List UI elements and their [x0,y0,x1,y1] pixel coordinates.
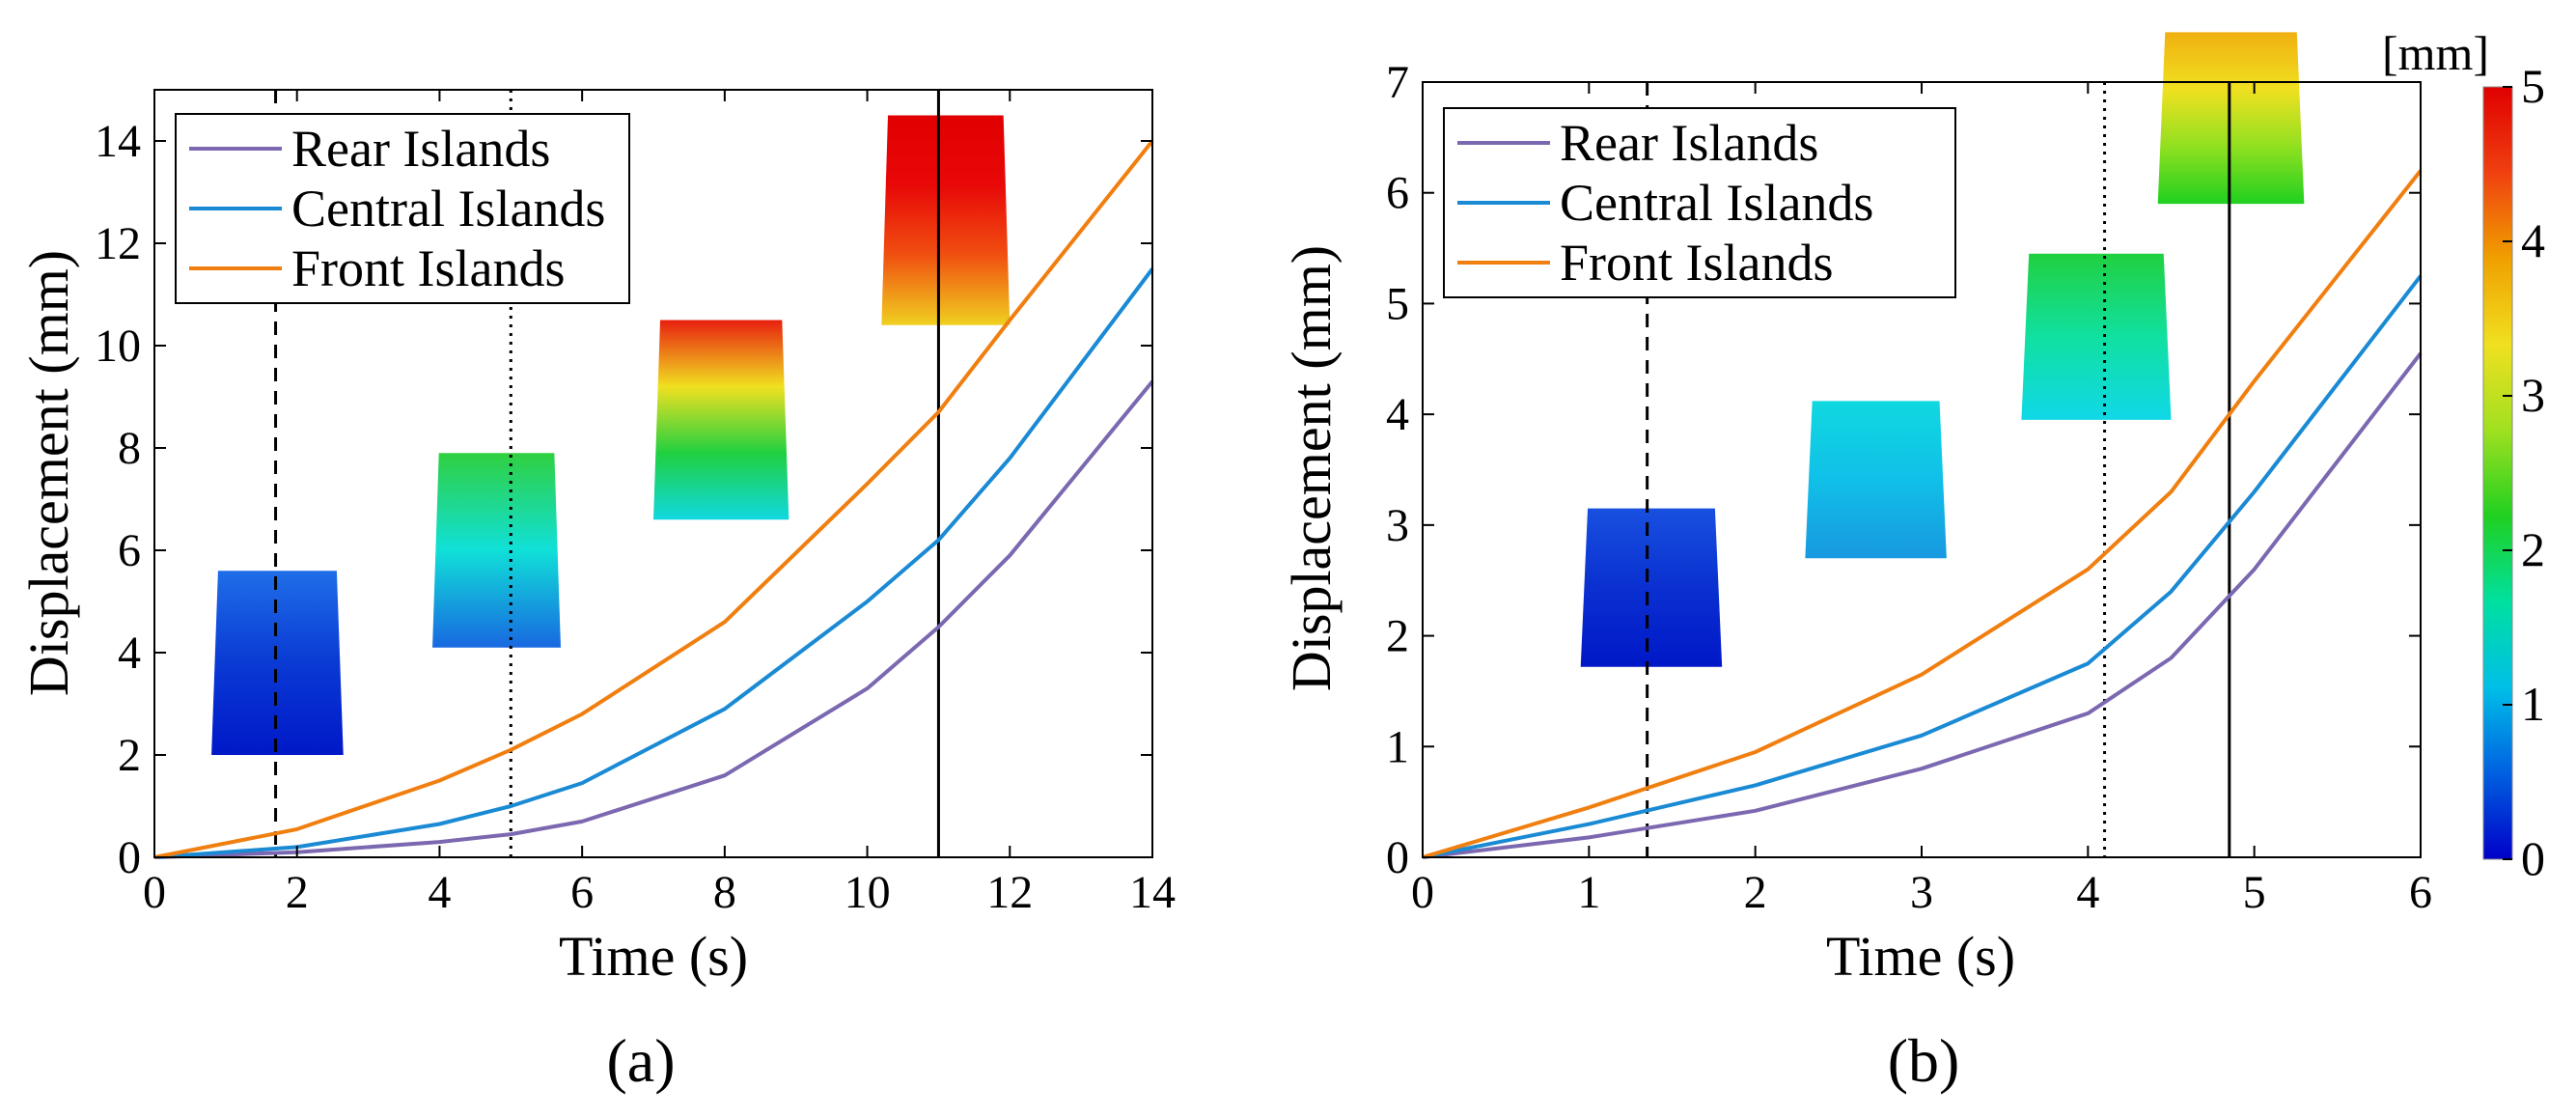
x-tick-label: 12 [986,867,1033,918]
y-tick-label: 4 [1386,389,1409,440]
legend-label: Front Islands [1560,234,1834,292]
x-tick-label: 8 [713,867,736,918]
panel-label-b: (b) [1888,1026,1960,1095]
deformation-map-inset [2021,253,2172,420]
y-tick-label: 6 [1386,168,1409,219]
y-tick-label: 1 [1386,721,1409,772]
y-tick-label: 3 [1386,500,1409,551]
y-axis-label-b: Displacement (mm) [1280,245,1343,691]
x-tick-label: 6 [2409,867,2432,918]
series-line-central-islands [153,267,1154,859]
y-tick-label: 10 [95,321,141,372]
legend-label: Central Islands [291,180,605,237]
x-tick-label: 4 [428,867,451,918]
colorbar-tick-label: 4 [2521,213,2545,267]
x-tick-label: 3 [1910,867,1933,918]
series-line-rear-islands [153,379,1154,859]
colorbar-tick-label: 5 [2521,59,2545,113]
legend-label: Front Islands [291,239,566,297]
x-tick-label: 4 [2076,867,2099,918]
x-axis-label-b: Time (s) [1826,925,2015,988]
x-tick-label: 6 [570,867,594,918]
x-tick-label: 2 [1744,867,1767,918]
x-tick-label: 14 [1129,867,1176,918]
y-tick-label: 2 [1386,611,1409,662]
colorbar-tick-label: 1 [2521,677,2545,731]
panel-a-chart: 0 2 4 6 8 10 12 14 0 2 4 6 8 10 12 14 Rear IslandsCentr… [17,89,1176,1095]
colorbar-unit: [mm] [2382,26,2489,80]
y-tick-label: 2 [118,730,141,781]
legend-label: Central Islands [1560,174,1873,232]
y-axis-label-a: Displacement (mm) [17,250,80,696]
deformation-map-inset [2157,32,2305,205]
series-line-front-islands [1422,169,2423,859]
x-tick-label: 0 [1411,867,1434,918]
deformation-map-inset [1805,401,1947,559]
y-tick-label: 6 [118,525,141,576]
y-tick-label: 12 [95,218,141,269]
y-tick-label: 0 [1386,832,1409,883]
deformation-map-inset [1580,508,1723,667]
y-tick-label: 0 [118,832,141,883]
legend-label: Rear Islands [1560,114,1818,172]
deformation-map-inset [881,115,1011,325]
colorbar-tick-label: 0 [2521,831,2545,885]
x-tick-label: 1 [1577,867,1600,918]
colorbar-tick-label: 2 [2521,522,2545,576]
series-line-front-islands [153,139,1154,859]
colorbar: [mm] 5 4 3 2 1 0 [2382,26,2545,885]
deformation-map-inset [653,320,789,520]
series-line-rear-islands [1422,351,2423,859]
x-tick-label: 10 [845,867,891,918]
plot-frame-a [153,89,1153,858]
legend-label: Rear Islands [291,120,550,178]
y-tick-label: 8 [118,423,141,474]
x-tick-label: 2 [286,867,309,918]
colorbar-tick-label: 3 [2521,368,2545,422]
y-tick-label: 4 [118,628,141,679]
y-tick-label: 5 [1386,278,1409,329]
colorbar-gradient [2482,86,2513,860]
y-tick-label: 7 [1386,57,1409,108]
deformation-map-inset [211,571,344,755]
x-tick-label: 0 [143,867,166,918]
y-tick-label: 14 [95,116,141,167]
panel-label-a: (a) [606,1026,675,1095]
series-line-central-islands [1422,274,2423,859]
deformation-map-inset [432,453,561,648]
x-tick-label: 5 [2243,867,2266,918]
x-axis-label-a: Time (s) [559,925,748,988]
